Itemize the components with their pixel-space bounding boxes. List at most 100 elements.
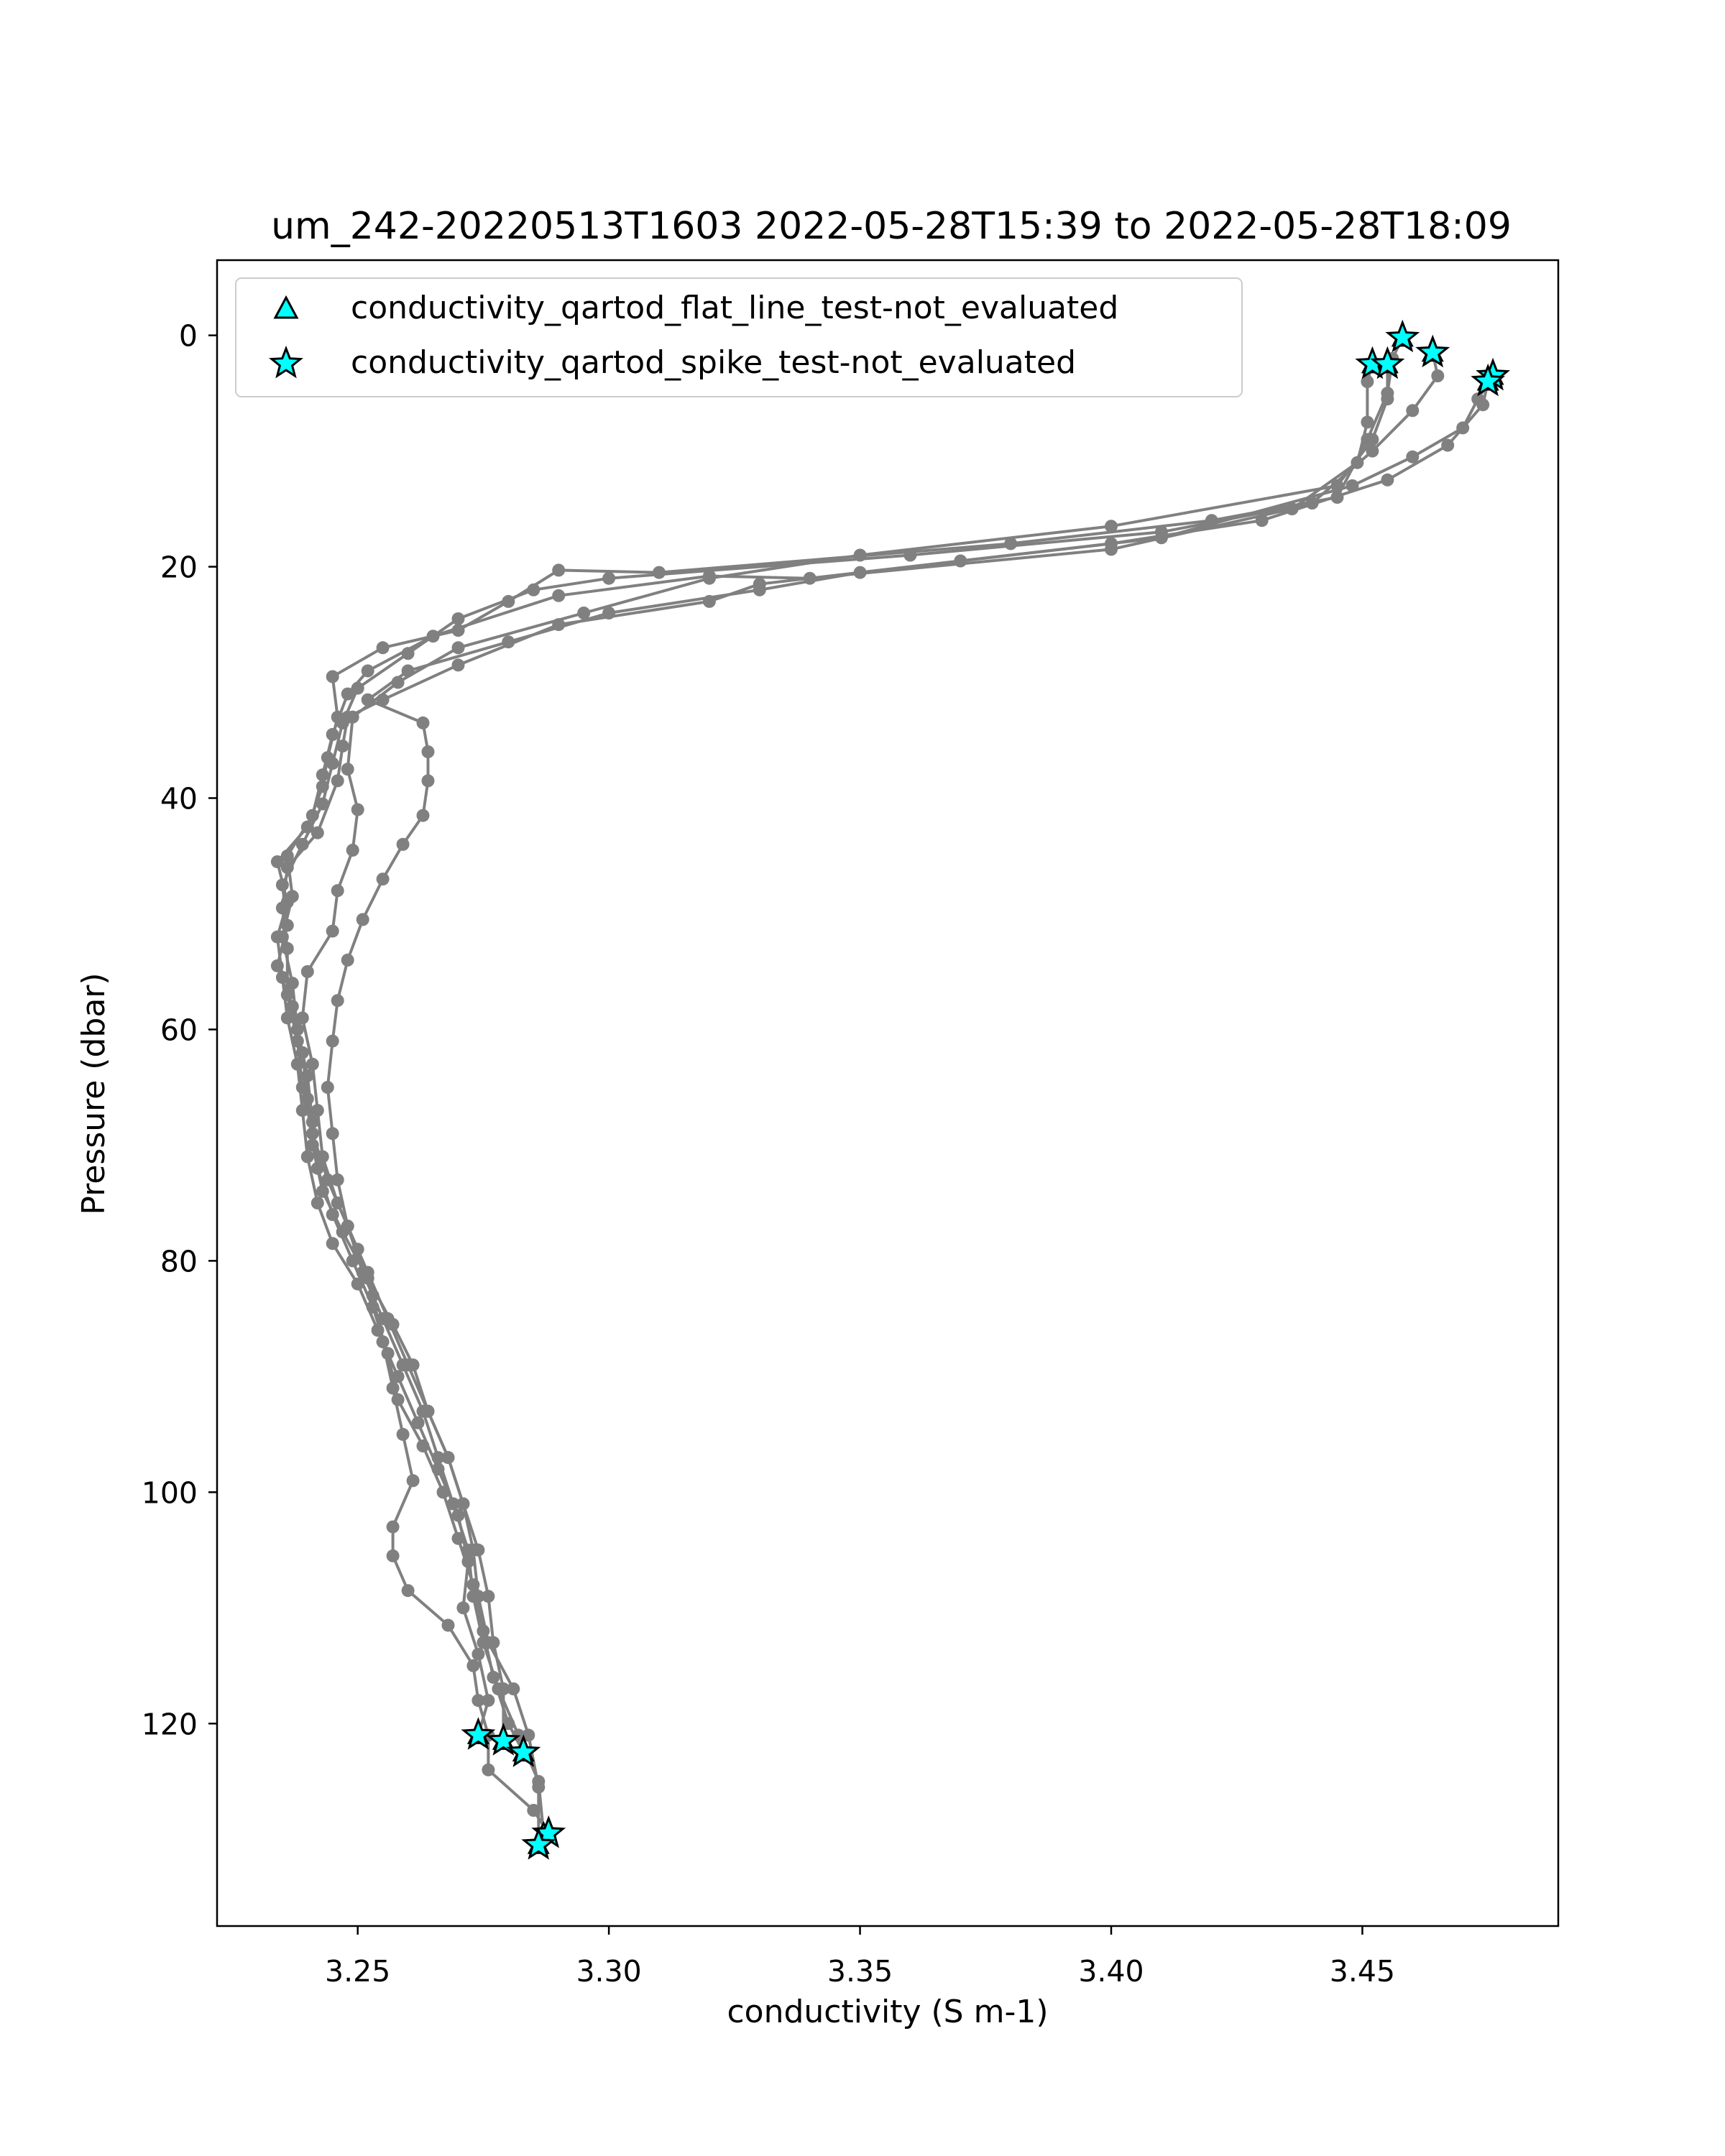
data-point — [326, 728, 339, 741]
data-point — [346, 844, 359, 857]
data-point — [441, 1451, 455, 1465]
data-point — [305, 1057, 319, 1071]
data-point — [451, 658, 465, 672]
spike-marker — [521, 1827, 556, 1860]
y-tick-label: 40 — [160, 782, 198, 816]
data-point — [316, 797, 329, 811]
data-point — [401, 1358, 415, 1372]
data-point — [853, 548, 867, 562]
x-tick-label: 3.35 — [827, 1954, 893, 1989]
data-point — [472, 1647, 485, 1661]
data-point — [366, 1289, 380, 1302]
data-point — [381, 1312, 395, 1325]
spike-marker — [1471, 363, 1506, 397]
spike-marker — [1415, 334, 1450, 368]
data-point — [310, 1104, 324, 1118]
data-point — [326, 670, 339, 683]
data-point — [300, 1150, 314, 1164]
data-point — [702, 571, 716, 585]
data-point — [1366, 433, 1379, 446]
data-point — [280, 861, 294, 875]
data-point — [295, 1011, 309, 1025]
data-point — [527, 583, 540, 596]
data-point — [1406, 404, 1420, 418]
x-tick-label: 3.45 — [1330, 1954, 1395, 1989]
data-point — [326, 1034, 339, 1048]
data-point — [326, 1208, 339, 1221]
data-point — [441, 1618, 455, 1632]
data-point — [376, 641, 390, 655]
data-point — [285, 977, 299, 990]
x-axis-label: conductivity (S m-1) — [727, 1994, 1048, 2030]
data-point — [532, 1780, 546, 1794]
data-point — [310, 826, 324, 839]
data-point — [331, 994, 344, 1008]
data-point — [522, 1728, 535, 1742]
data-point — [280, 941, 294, 955]
data-point — [341, 953, 354, 967]
data-point — [552, 589, 566, 602]
y-axis: 0 20 40 60 80 100 120 — [142, 319, 217, 1741]
x-axis: 3.25 3.30 3.35 3.40 3.45 — [325, 1926, 1395, 1989]
data-point — [451, 612, 465, 625]
data-point — [492, 1682, 505, 1695]
data-point — [472, 1590, 485, 1603]
x-tick-label: 3.30 — [576, 1954, 641, 1989]
data-point — [270, 959, 284, 972]
data-point — [602, 571, 616, 585]
data-point — [1381, 392, 1394, 406]
data-point — [305, 1127, 319, 1141]
data-point — [1105, 520, 1118, 533]
data-point — [472, 1694, 485, 1708]
data-point — [331, 884, 344, 898]
data-point — [361, 664, 374, 678]
data-point — [341, 763, 354, 776]
data-point — [482, 1636, 495, 1649]
data-point — [336, 740, 349, 753]
y-tick-label: 80 — [160, 1244, 198, 1279]
data-point — [351, 1243, 364, 1256]
data-point — [421, 1404, 435, 1418]
x-tick-label: 3.40 — [1078, 1954, 1144, 1989]
data-point — [552, 563, 566, 577]
data-point — [326, 757, 339, 770]
data-point — [300, 965, 314, 978]
x-tick-label: 3.25 — [325, 1954, 390, 1989]
data-point — [527, 1804, 540, 1817]
data-point — [406, 1474, 420, 1488]
data-point — [391, 676, 405, 689]
data-point — [416, 1439, 430, 1452]
data-point — [466, 1543, 480, 1557]
data-point — [426, 630, 440, 643]
spike-marker — [486, 1723, 521, 1756]
data-point — [502, 635, 515, 649]
data-point — [386, 1520, 400, 1534]
data-point — [326, 1237, 339, 1250]
data-point — [466, 1659, 480, 1672]
marker-layer — [461, 319, 1511, 1860]
data-point — [421, 745, 435, 759]
data-point — [1381, 473, 1394, 487]
data-point — [356, 913, 369, 926]
data-point — [1361, 415, 1374, 429]
data-point — [331, 1173, 344, 1187]
data-point — [421, 774, 435, 788]
data-point — [451, 641, 465, 655]
data-point — [753, 583, 766, 596]
data-point — [290, 1034, 304, 1048]
spike-marker — [1385, 319, 1420, 353]
data-point — [280, 849, 294, 862]
data-point — [456, 1497, 470, 1511]
data-point — [602, 607, 616, 619]
data-point — [280, 988, 294, 1002]
data-point — [376, 872, 390, 886]
data-point — [436, 1485, 450, 1499]
data-point — [903, 548, 917, 562]
legend-label-spike: conductivity_qartod_spike_test-not_evalu… — [351, 344, 1076, 381]
data-point — [451, 1531, 465, 1545]
legend-star-marker — [269, 345, 303, 379]
data-point — [270, 855, 284, 869]
chart-title: um_242-20220513T1603 2022-05-28T15:39 to… — [271, 205, 1512, 248]
data-point — [275, 901, 289, 915]
